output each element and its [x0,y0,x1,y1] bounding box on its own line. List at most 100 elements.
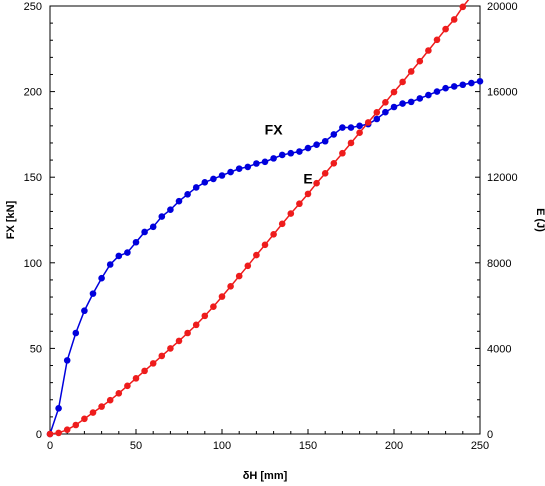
y-tick-label: 0 [36,429,42,441]
x-tick-label: 0 [47,440,53,452]
series-e [46,0,470,438]
y2-tick-label: 12000 [487,172,518,184]
data-point-e [407,68,415,75]
data-point-fx [347,124,355,131]
data-point-e [261,241,269,249]
data-point-e [382,99,389,106]
x-tick-label: 150 [299,440,317,452]
data-point-e [296,200,303,208]
y2-axis-title: E (J) [534,208,545,232]
data-point-fx [115,252,123,260]
data-point-fx [227,168,234,176]
data-point-fx [141,228,148,236]
data-point-fx [468,79,475,87]
data-point-fx [253,160,260,167]
data-point-fx [98,274,105,282]
y2-tick-label: 20000 [487,1,518,13]
data-point-e [287,210,295,217]
data-point-e [46,430,54,438]
y-tick-label: 250 [24,1,42,13]
data-point-e [55,429,62,437]
data-point-e [175,337,183,345]
data-point-fx [235,165,243,172]
data-point-e [442,25,449,33]
annotation-layer: FX E [265,121,313,186]
data-point-e [63,426,71,434]
data-point-fx [304,144,312,152]
data-point-fx [72,329,80,337]
data-point-e [184,329,191,337]
data-point-fx [407,98,415,106]
data-point-e [201,312,209,320]
data-point-fx [218,172,226,179]
data-point-e [399,78,406,86]
data-point-fx [63,357,71,364]
data-point-e [235,272,243,280]
data-point-e [347,139,355,147]
data-point-fx [158,213,166,220]
ticks [49,5,481,435]
data-point-fx [433,88,441,95]
y2-tick-label: 16000 [487,87,518,99]
axis-titles: δH [mm] FX [kN] E (J) [5,200,545,482]
data-point-e [373,109,381,116]
data-point-fx [356,122,363,130]
data-point-e [227,283,234,290]
data-point-fx [278,151,286,159]
series-label-e: E [303,171,312,187]
data-point-fx [476,78,484,85]
data-point-fx [124,249,131,256]
data-point-fx [81,307,88,315]
data-point-e [98,403,105,410]
data-point-fx [296,148,303,155]
data-point-fx [399,100,406,107]
data-point-e [89,409,97,416]
data-point-fx [425,91,432,99]
data-point-e [244,262,252,270]
data-point-fx [192,184,200,191]
data-point-fx [184,191,191,198]
data-point-e [433,36,441,44]
data-point-e [459,3,467,11]
x-tick-label: 250 [471,440,489,452]
data-point-fx [210,175,217,183]
data-point-fx [330,131,338,138]
series-label-fx: FX [265,121,284,137]
data-point-fx [261,158,269,166]
data-point-e [124,382,131,390]
data-point-e [210,303,217,310]
y-tick-label: 50 [30,343,42,355]
data-point-e [356,129,363,136]
data-point-e [106,396,114,404]
data-point-fx [459,81,467,89]
y2-tick-label: 4000 [487,343,511,355]
plot-frame [49,5,481,435]
data-point-e [313,179,320,187]
data-point-fx [270,155,277,162]
plot-area-border [49,5,481,435]
data-point-fx [89,290,97,297]
data-point-fx [244,163,252,171]
data-point-e [115,390,123,397]
data-point-e [425,47,432,54]
data-point-e [167,345,174,352]
y-tick-label: 200 [24,87,42,99]
y2-tick-label: 8000 [487,258,511,270]
data-point-e [141,367,148,375]
data-point-e [192,321,200,329]
data-point-e [364,119,372,126]
data-point-e [149,360,157,367]
data-point-fx [175,197,183,205]
series-layer [46,0,484,438]
data-point-fx [55,405,62,412]
data-point-e [253,251,260,259]
data-point-fx [167,206,174,214]
data-point-e [390,88,398,96]
x-tick-label: 100 [213,440,231,452]
data-point-fx [321,137,329,145]
data-point-e [132,375,140,382]
data-point-fx [450,83,458,90]
y-tick-label: 100 [24,258,42,270]
x-tick-label: 50 [130,440,142,452]
data-point-e [330,159,338,167]
